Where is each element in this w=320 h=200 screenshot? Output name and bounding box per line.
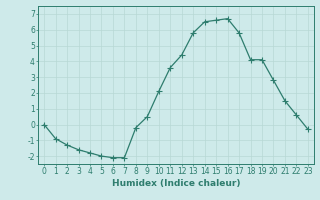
X-axis label: Humidex (Indice chaleur): Humidex (Indice chaleur)	[112, 179, 240, 188]
